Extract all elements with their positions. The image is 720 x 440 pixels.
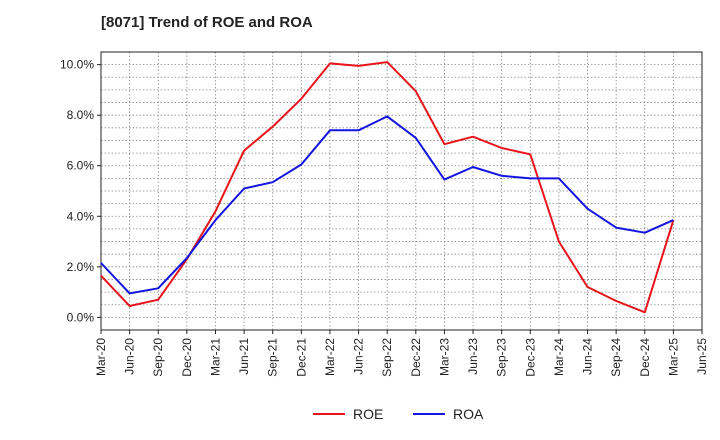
y-tick-label: 10.0% [60, 58, 94, 72]
x-tick-label: Mar-25 [666, 338, 680, 376]
x-tick-label: Dec-22 [409, 338, 423, 377]
x-tick-label: Mar-21 [208, 338, 222, 376]
x-tick-label: Sep-21 [266, 338, 280, 377]
x-tick-label: Mar-22 [323, 338, 337, 376]
x-tick-label: Dec-21 [294, 338, 308, 377]
y-tick-label: 6.0% [67, 159, 95, 173]
x-tick-label: Mar-20 [94, 338, 108, 376]
x-tick-label: Sep-23 [495, 338, 509, 377]
x-tick-label: Mar-24 [552, 338, 566, 376]
x-tick-label: Jun-21 [237, 338, 251, 375]
legend: ROE ROA [313, 406, 484, 422]
x-tick-label: Sep-24 [609, 338, 623, 377]
y-tick-label: 2.0% [67, 260, 95, 274]
x-tick-label: Jun-22 [352, 338, 366, 375]
y-tick-label: 4.0% [67, 209, 95, 223]
grid-layer [101, 52, 702, 330]
x-tick-label: Dec-20 [180, 338, 194, 377]
legend-label-roe: ROE [353, 406, 383, 422]
series-layer [100, 61, 675, 314]
x-axis-ticks: Mar-20 Jun-20 Sep-20 Dec-20 Mar-21 Jun-21 Sep-… [94, 330, 709, 377]
chart-title: [8071] Trend of ROE and ROA [101, 14, 313, 31]
x-tick-label: Sep-20 [151, 338, 165, 377]
series-line-roa [100, 115, 674, 295]
x-tick-label: Sep-22 [380, 338, 394, 377]
y-tick-label: 8.0% [67, 108, 95, 122]
x-tick-label: Dec-24 [638, 338, 652, 377]
series-line-roe [100, 61, 675, 314]
y-axis-ticks: 0.0% 2.0% 4.0% 6.0% 8.0% 10.0% [60, 58, 101, 324]
y-tick-label: 0.0% [67, 310, 95, 324]
x-tick-label: Dec-23 [523, 338, 537, 377]
x-tick-label: Jun-20 [123, 338, 137, 375]
x-tick-label: Jun-24 [581, 338, 595, 375]
x-tick-label: Mar-23 [437, 338, 451, 376]
legend-label-roa: ROA [453, 406, 484, 422]
plot-frame [100, 51, 703, 331]
x-tick-label: Jun-23 [466, 338, 480, 375]
x-tick-label: Jun-25 [695, 338, 709, 375]
